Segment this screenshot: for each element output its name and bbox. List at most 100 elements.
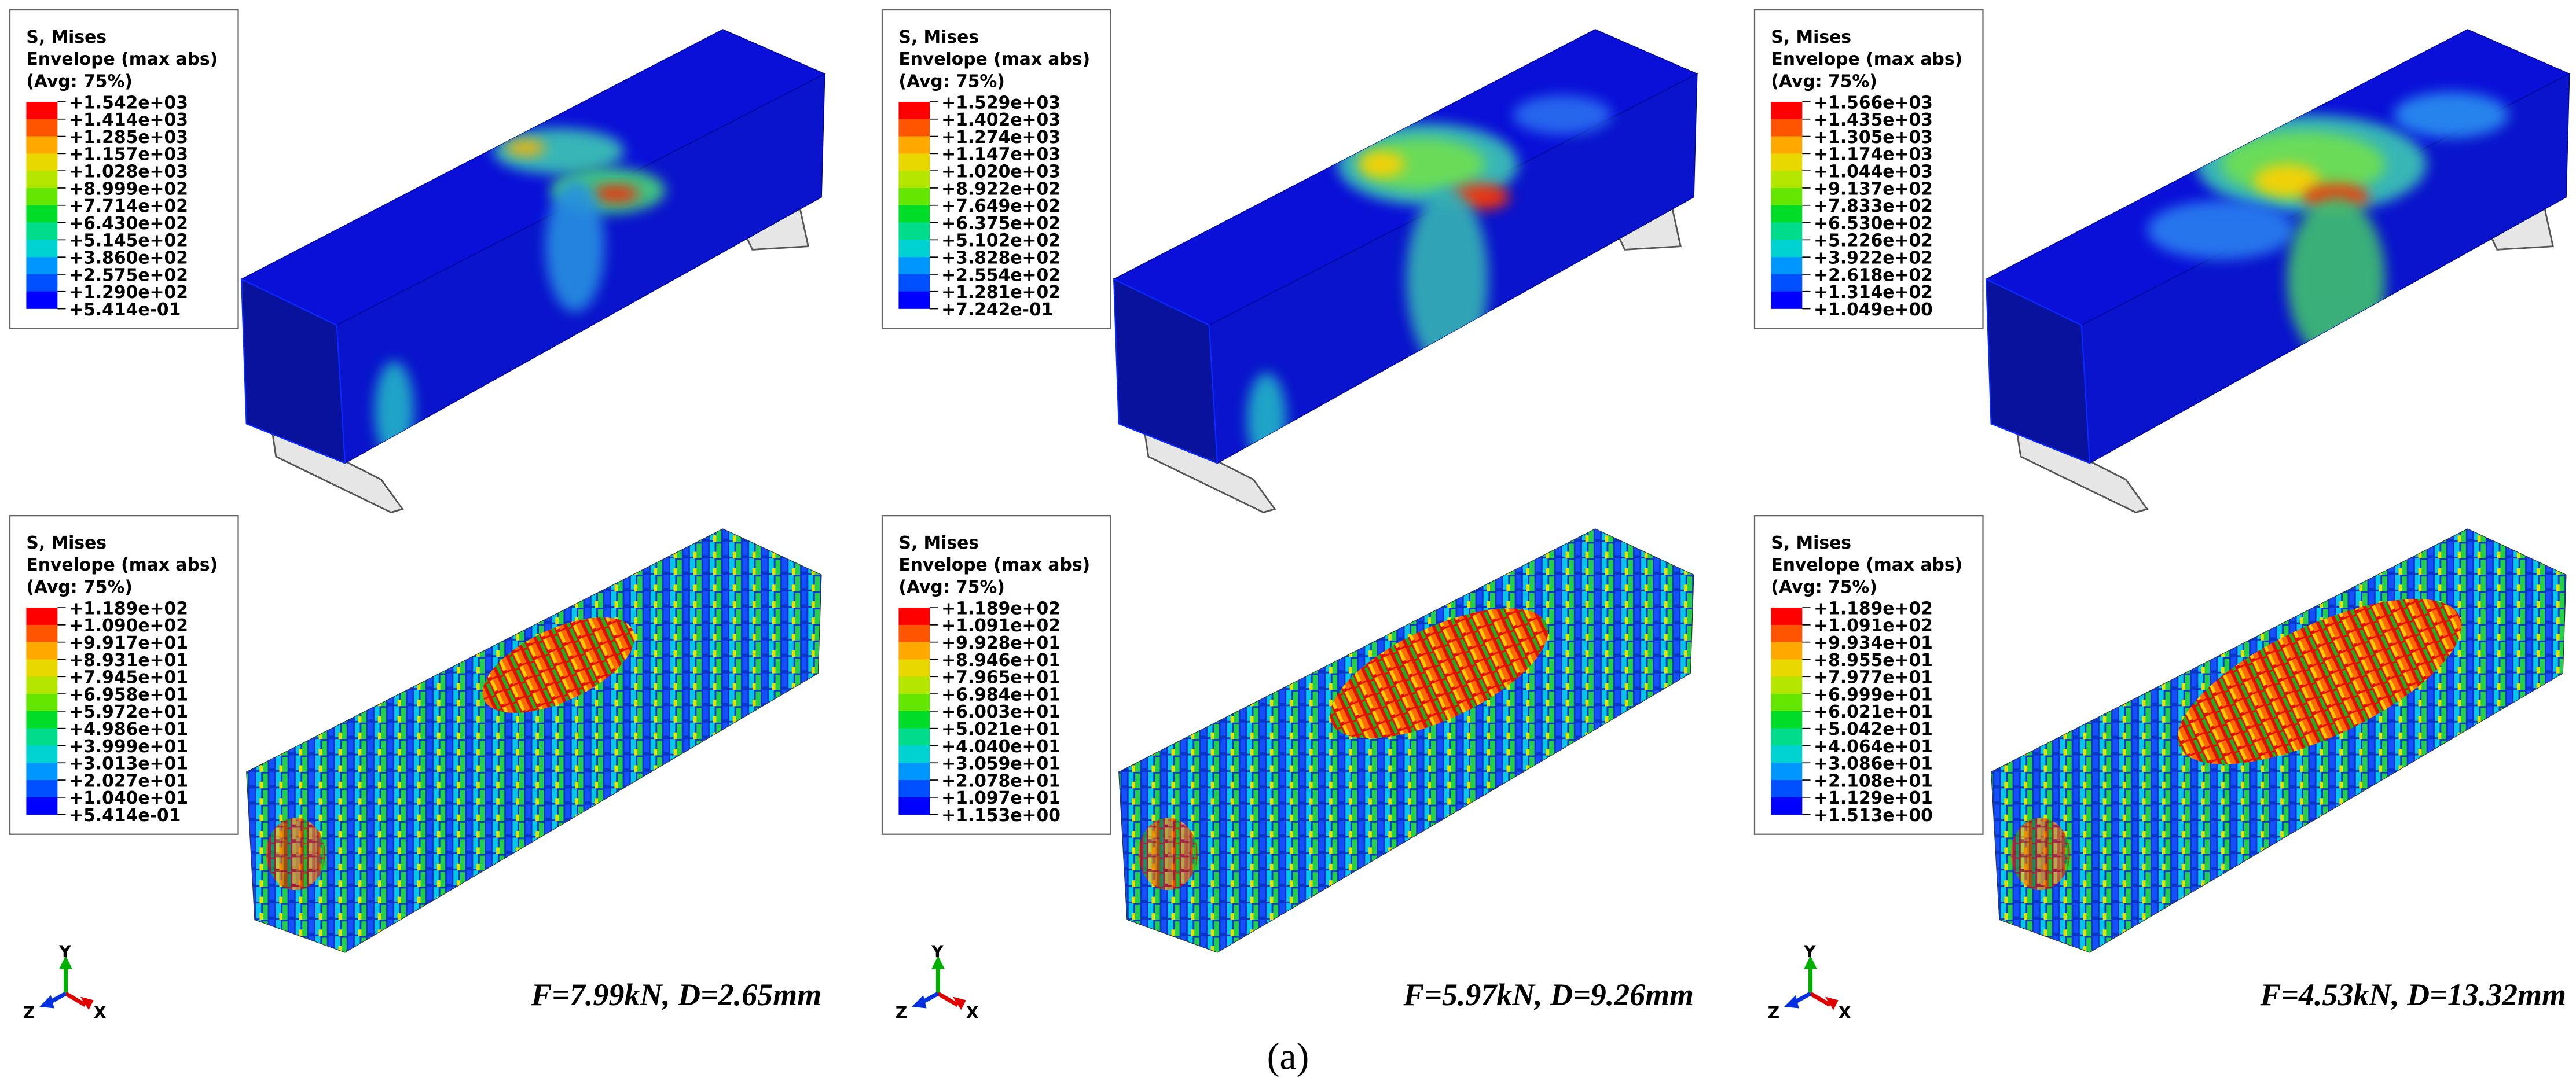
axis-label: Y (1803, 943, 1816, 962)
legend-color-band (1771, 676, 1803, 694)
legend-value: +1.285e+03 (69, 127, 188, 148)
legend-color-band (898, 608, 930, 626)
stress-contours (375, 128, 666, 460)
legend-color-band (26, 780, 58, 798)
legend-title: S, Mises (898, 27, 979, 47)
legend-color-band (898, 694, 930, 712)
fiber-hot-zone (2010, 599, 2462, 891)
legend-value: +5.226e+02 (1814, 231, 1933, 251)
legend-value: +1.414e+03 (69, 110, 188, 130)
axis-x-head (953, 996, 966, 1010)
legend-value: +1.189e+02 (1814, 598, 1933, 619)
legend-value: +1.435e+03 (1814, 110, 1933, 130)
legend-color-band (26, 101, 58, 120)
stress-contour (2010, 818, 2070, 891)
legend-value: +5.414e-01 (69, 806, 181, 826)
legend-value: +1.157e+03 (69, 145, 188, 165)
legend-color-band (26, 257, 58, 275)
legend-value: +6.530e+02 (1814, 214, 1933, 234)
legend-value: +3.860e+02 (69, 248, 188, 269)
legend-color-band (1771, 745, 1803, 763)
axis-y-head (931, 955, 945, 969)
legend-value: +8.922e+02 (941, 179, 1061, 199)
legend-value: +4.986e+01 (69, 719, 188, 740)
legend-value: +6.375e+02 (941, 214, 1061, 234)
legend-color-band (26, 624, 58, 642)
axis-label: X (1839, 1003, 1851, 1023)
legend-color-band (26, 119, 58, 137)
legend-value: +1.174e+03 (1814, 145, 1933, 165)
legend-value: +3.059e+01 (941, 754, 1061, 774)
legend-color-band (1771, 274, 1803, 292)
fiber-beam (246, 528, 822, 953)
stress-contour (545, 181, 605, 312)
stress-contours (1247, 95, 1612, 464)
legend-value: +7.945e+01 (69, 668, 188, 688)
legend-value: +1.153e+00 (941, 806, 1061, 826)
legend-value: +1.305e+03 (1814, 127, 1933, 148)
legend-color-band (1771, 291, 1803, 309)
legend-color-band (1771, 780, 1803, 798)
legend-title: Envelope (max abs) (898, 555, 1090, 575)
stress-contour (482, 617, 635, 713)
legend-color-band (898, 222, 930, 240)
beam-end-face (1985, 278, 2091, 465)
stress-contour (506, 139, 546, 156)
legend-title: S, Mises (26, 533, 107, 553)
legend-color-band (26, 797, 58, 815)
legend-value: +9.928e+01 (941, 633, 1061, 653)
legend-color-band (1771, 728, 1803, 746)
legend-title: Envelope (max abs) (1771, 555, 1962, 575)
legend-color-band (1771, 694, 1803, 712)
legend-color-band (898, 153, 930, 171)
legend-color-band (898, 205, 930, 223)
legend-color-band (26, 153, 58, 171)
legend-value: +1.044e+03 (1814, 162, 1933, 182)
axis-label: Y (931, 943, 944, 962)
legend-value: +5.145e+02 (69, 231, 188, 251)
legend-value: +5.972e+01 (69, 702, 188, 722)
legend-value: +1.049e+00 (1814, 300, 1933, 320)
legend-title: Envelope (max abs) (1771, 49, 1962, 69)
axis-x (1809, 991, 1832, 1007)
legend-color-band (26, 728, 58, 746)
legend-color-band (898, 101, 930, 120)
load-label: F=5.97kN, D=9.26mm (1403, 977, 1694, 1012)
fiber-hot-zone (1138, 608, 1548, 891)
load-label: F=7.99kN, D=2.65mm (530, 977, 821, 1012)
legend-value: +5.102e+02 (941, 231, 1061, 251)
stress-contour (1138, 818, 1198, 891)
legend-title: Envelope (max abs) (26, 555, 218, 575)
stress-contour (593, 185, 639, 203)
legend-title: S, Mises (898, 533, 979, 553)
legend-color-band (26, 205, 58, 223)
legend-color-band (898, 763, 930, 781)
axis-label: Z (23, 1003, 35, 1023)
legend-value: +6.003e+01 (941, 702, 1061, 722)
legend-value: +1.513e+00 (1814, 806, 1933, 826)
legend-color-band (898, 780, 930, 798)
legend-value: +6.021e+01 (1814, 702, 1933, 722)
legend-value: +1.091e+02 (1814, 616, 1933, 636)
legend-value: +1.189e+02 (941, 598, 1061, 619)
legend-value: +6.984e+01 (941, 685, 1061, 705)
beam-end-face (1113, 278, 1219, 465)
legend-value: +1.566e+03 (1814, 93, 1933, 113)
legend-title: Envelope (max abs) (898, 49, 1090, 69)
legend-color-band (898, 642, 930, 660)
legend-color-band (898, 711, 930, 729)
legend-value: +3.013e+01 (69, 754, 188, 774)
legend-color-band (898, 136, 930, 154)
legend-value: +5.021e+01 (941, 719, 1061, 740)
legend-color-band (26, 274, 58, 292)
legend-title: (Avg: 75%) (26, 578, 133, 598)
legend-value: +6.999e+01 (1814, 685, 1933, 705)
legend-value: +8.946e+01 (941, 650, 1061, 671)
stress-contour (2393, 91, 2509, 138)
legend-color-band (26, 171, 58, 189)
legend-value: +2.554e+02 (941, 265, 1061, 285)
legend-value: +1.147e+03 (941, 145, 1061, 165)
stress-contour (375, 361, 414, 460)
legend-color-band (898, 119, 930, 137)
